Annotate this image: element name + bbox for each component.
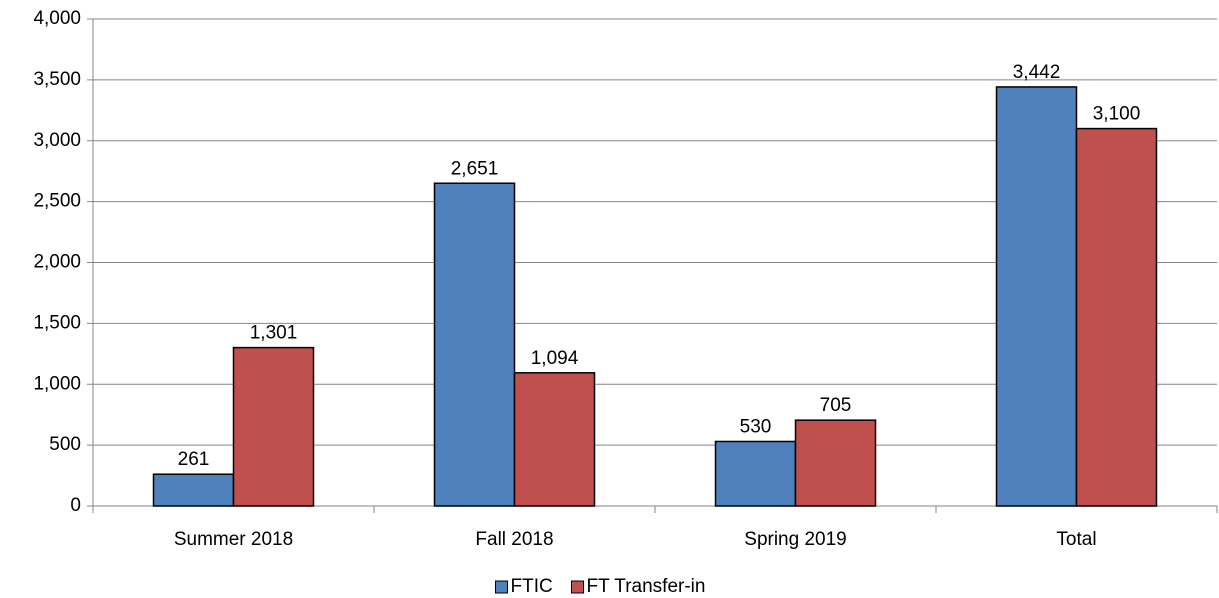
y-tick-label: 3,000 [33, 130, 81, 151]
x-tick-label: Spring 2019 [744, 529, 846, 550]
bar [1075, 127, 1158, 507]
legend-swatch [495, 580, 508, 594]
value-label: 3,442 [1013, 62, 1061, 83]
bar [433, 182, 516, 507]
bar [232, 346, 315, 507]
value-label: 1,094 [531, 348, 579, 369]
y-tick-label: 2,500 [33, 191, 81, 212]
legend-swatch [571, 580, 584, 594]
value-label: 1,301 [250, 323, 298, 344]
y-tick-label: 4,000 [33, 8, 81, 29]
x-tick-label: Total [1056, 529, 1096, 550]
legend-label: FT Transfer-in [587, 576, 706, 597]
y-tick-label: 2,000 [33, 252, 81, 273]
y-tick-label: 3,500 [33, 69, 81, 90]
x-tick-label: Fall 2018 [475, 529, 553, 550]
value-label: 705 [820, 395, 852, 416]
y-tick-label: 500 [49, 434, 81, 455]
bar [152, 473, 235, 507]
bar [995, 86, 1078, 507]
value-label: 530 [740, 416, 772, 437]
value-label: 3,100 [1093, 104, 1141, 125]
bar [794, 419, 877, 507]
value-label: 261 [178, 449, 210, 470]
x-tick-label: Summer 2018 [174, 529, 293, 550]
y-tick-label: 0 [70, 495, 81, 516]
y-tick-label: 1,000 [33, 373, 81, 394]
bar [714, 440, 797, 507]
bar [513, 372, 596, 507]
value-label: 2,651 [451, 158, 499, 179]
legend-label: FTIC [511, 576, 553, 597]
y-tick-label: 1,500 [33, 312, 81, 333]
